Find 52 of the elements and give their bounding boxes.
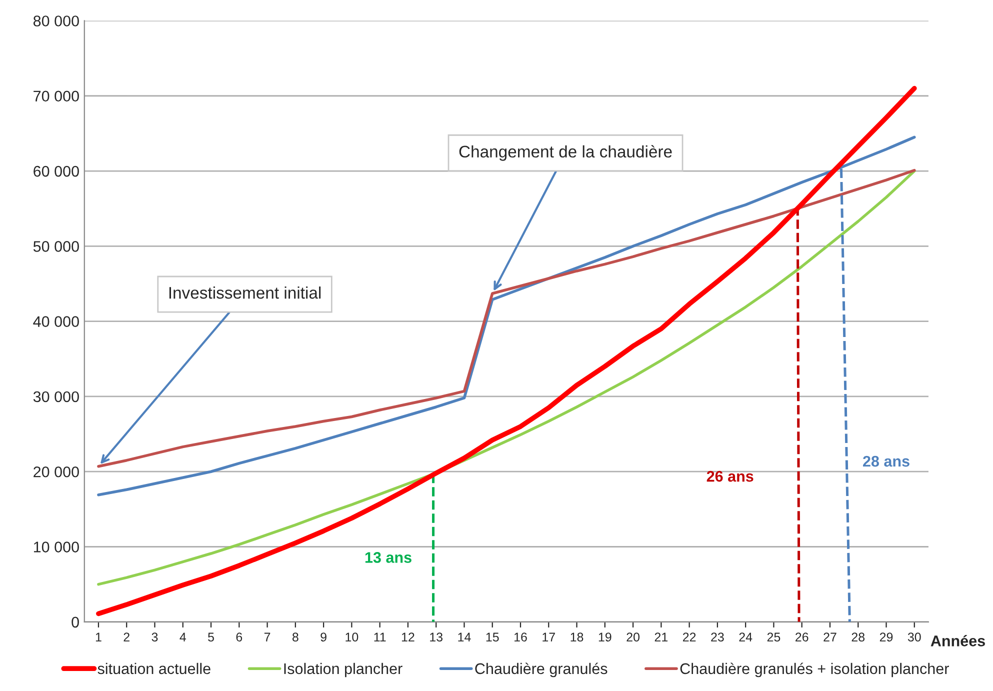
x-tick-label: 14 bbox=[458, 632, 471, 642]
x-tick-label: 10 bbox=[346, 632, 358, 642]
x-tick-label: 1 bbox=[96, 632, 102, 642]
x-tick-label: 20 bbox=[626, 632, 640, 642]
x-tick-label: 4 bbox=[180, 632, 186, 642]
legend-label: Isolation plancher bbox=[284, 662, 402, 678]
x-tick-label: 8 bbox=[292, 632, 298, 642]
x-tick-label: 19 bbox=[598, 632, 612, 642]
y-tick-label: 70 000 bbox=[34, 90, 79, 102]
x-tick-label: 25 bbox=[767, 632, 780, 642]
x-tick-label: 18 bbox=[570, 632, 584, 642]
annotation: Changement de la chaudière bbox=[459, 145, 672, 161]
x-axis-title: Années bbox=[930, 634, 985, 646]
x-tick-label: 15 bbox=[486, 632, 499, 642]
y-tick-label: 0 bbox=[72, 616, 79, 628]
x-tick-label: 22 bbox=[682, 632, 696, 642]
line-series bbox=[96, 86, 917, 616]
annotation: 28 ans bbox=[863, 456, 910, 467]
y-tick-label: 10 000 bbox=[34, 542, 79, 552]
x-tick-label: 26 bbox=[796, 632, 808, 642]
x-tick-label: 30 bbox=[908, 632, 921, 642]
x-tick-label: 24 bbox=[739, 632, 752, 642]
annotation: Investissement initial bbox=[169, 286, 321, 299]
line-series bbox=[97, 168, 916, 468]
annotation: 13 ans bbox=[365, 552, 412, 563]
x-tick-label: 11 bbox=[374, 632, 386, 642]
legend-label: situation actuelle bbox=[98, 662, 210, 674]
y-tick-label: 60 000 bbox=[34, 166, 79, 177]
y-tick-label: 40 000 bbox=[33, 316, 79, 327]
y-tick-label: 30 000 bbox=[33, 391, 79, 402]
y-tick-label: 20 000 bbox=[34, 466, 79, 478]
y-tick-label: 80 000 bbox=[33, 16, 79, 26]
x-tick-label: 23 bbox=[711, 632, 724, 642]
x-tick-label: 17 bbox=[542, 632, 555, 642]
x-tick-label: 6 bbox=[236, 632, 242, 642]
x-tick-label: 27 bbox=[824, 632, 836, 642]
x-tick-label: 13 bbox=[430, 632, 442, 642]
x-tick-label: 3 bbox=[152, 632, 158, 642]
x-tick-label: 12 bbox=[402, 632, 414, 642]
x-tick-label: 28 bbox=[852, 632, 865, 642]
x-tick-label: 16 bbox=[514, 632, 527, 642]
line-series bbox=[97, 170, 916, 586]
x-tick-label: 7 bbox=[264, 632, 270, 642]
y-tick-label: 50 000 bbox=[33, 241, 79, 252]
x-tick-label: 21 bbox=[654, 632, 668, 642]
legend-label: Chaudière granulés bbox=[475, 662, 608, 678]
legend-label: Chaudière granulés + isolation plancher bbox=[680, 662, 949, 678]
annotation: 26 ans bbox=[706, 470, 754, 482]
x-tick-label: 5 bbox=[208, 632, 214, 642]
x-tick-label: 2 bbox=[124, 632, 130, 642]
x-tick-label: 29 bbox=[880, 632, 893, 642]
x-tick-label: 9 bbox=[320, 632, 326, 642]
